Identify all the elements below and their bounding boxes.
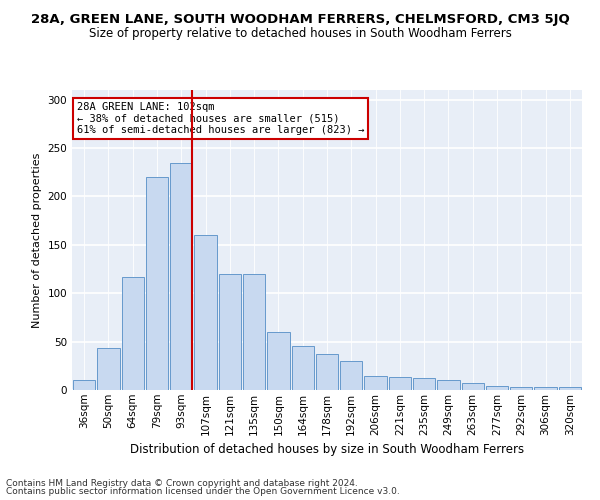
Bar (316, 354, 338, 390)
Bar (437, 380, 460, 390)
Y-axis label: Number of detached properties: Number of detached properties (32, 152, 42, 328)
Text: Size of property relative to detached houses in South Woodham Ferrers: Size of property relative to detached ho… (89, 28, 511, 40)
Bar (559, 387, 581, 390)
Bar (194, 235, 217, 390)
Bar (292, 346, 314, 390)
Bar (122, 277, 144, 390)
Text: 28A, GREEN LANE, SOUTH WOODHAM FERRERS, CHELMSFORD, CM3 5JQ: 28A, GREEN LANE, SOUTH WOODHAM FERRERS, … (31, 12, 569, 26)
Bar (510, 387, 532, 390)
Bar (389, 378, 411, 390)
Text: 28A GREEN LANE: 102sqm
← 38% of detached houses are smaller (515)
61% of semi-de: 28A GREEN LANE: 102sqm ← 38% of detached… (77, 102, 365, 135)
Bar (97, 348, 119, 390)
Bar (535, 387, 557, 390)
Bar (73, 380, 95, 390)
Bar (461, 383, 484, 390)
Bar (170, 162, 193, 390)
Text: Contains HM Land Registry data © Crown copyright and database right 2024.: Contains HM Land Registry data © Crown c… (6, 478, 358, 488)
Bar (243, 274, 265, 390)
Bar (413, 378, 436, 390)
X-axis label: Distribution of detached houses by size in South Woodham Ferrers: Distribution of detached houses by size … (130, 443, 524, 456)
Bar (218, 274, 241, 390)
Text: Contains public sector information licensed under the Open Government Licence v3: Contains public sector information licen… (6, 487, 400, 496)
Bar (146, 177, 168, 390)
Bar (340, 361, 362, 390)
Bar (486, 386, 508, 390)
Bar (267, 332, 290, 390)
Bar (364, 376, 387, 390)
